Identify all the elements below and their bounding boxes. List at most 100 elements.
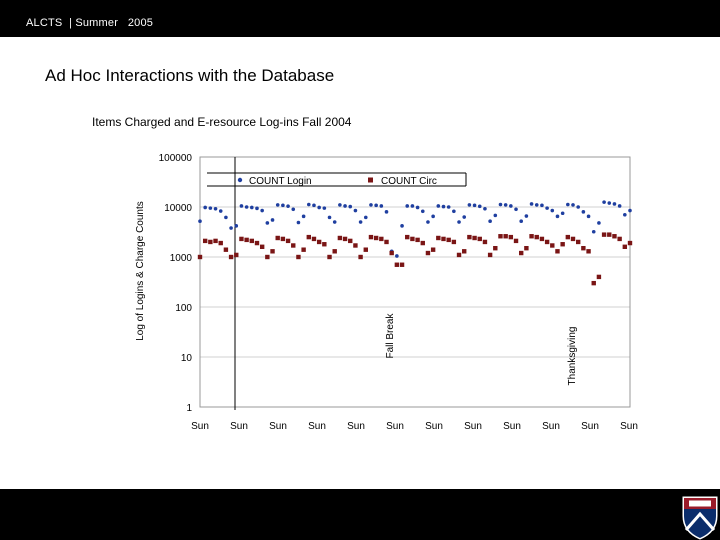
login-point: [503, 203, 508, 207]
login-point: [420, 209, 425, 214]
annotation-fall-break: Fall Break: [385, 312, 396, 358]
legend-circ-marker: [368, 177, 373, 183]
circ-point: [301, 247, 306, 252]
circ-point: [353, 243, 358, 248]
login-point: [322, 206, 327, 210]
login-point: [395, 254, 399, 258]
circ-point: [420, 240, 425, 246]
x-tick-label: Sun: [581, 421, 599, 432]
y-axis-label: Log of Logins & Charge Counts: [135, 201, 146, 341]
circ-point: [363, 247, 368, 252]
y-tick-label: 10000: [164, 203, 192, 214]
login-point: [452, 209, 456, 214]
circ-point: [249, 238, 255, 244]
login-point: [586, 214, 591, 219]
circ-point: [368, 234, 374, 240]
shield-chevron: [684, 511, 716, 531]
header-year: 2005: [127, 17, 154, 29]
data-marks: [197, 200, 633, 286]
circ-point: [627, 240, 633, 246]
circ-point: [456, 252, 462, 258]
login-point: [255, 206, 259, 211]
circ-point: [607, 232, 612, 237]
header-bar: ALCTS | Summer 2005: [0, 0, 720, 37]
circ-point: [508, 234, 514, 240]
login-point: [555, 214, 560, 219]
login-point: [198, 219, 202, 223]
login-point: [291, 207, 296, 212]
x-tick-label: Sun: [269, 421, 287, 432]
circ-point: [208, 239, 213, 245]
login-point: [260, 208, 264, 213]
login-point: [436, 204, 441, 208]
login-point: [483, 207, 487, 211]
login-point: [415, 205, 420, 210]
y-tick-label: 100000: [159, 153, 193, 164]
circ-point: [544, 239, 550, 245]
circ-point: [373, 235, 379, 241]
login-point: [550, 208, 555, 213]
circ-point: [244, 237, 249, 243]
circ-point: [254, 240, 260, 246]
circ-point: [534, 234, 539, 240]
login-point: [218, 209, 223, 213]
x-tick-label: Sun: [620, 421, 638, 432]
circ-point: [560, 242, 565, 247]
circ-point: [617, 236, 622, 242]
login-point: [250, 205, 254, 210]
circ-point: [539, 236, 545, 242]
circ-point: [425, 250, 431, 256]
circ-point: [389, 250, 394, 256]
login-point: [317, 205, 321, 210]
x-tick-label: Sun: [347, 421, 365, 432]
chart-title: Items Charged and E-resource Log-ins Fal…: [92, 115, 352, 129]
login-point: [203, 205, 207, 210]
login-point: [467, 203, 472, 207]
login-point: [446, 205, 451, 209]
login-point: [498, 202, 503, 207]
x-tick-label: Sun: [425, 421, 443, 432]
circ-point: [337, 235, 343, 241]
circ-point: [311, 236, 317, 242]
circ-point: [259, 244, 265, 249]
header-org: ALCTS: [26, 17, 63, 29]
circ-point: [462, 249, 467, 254]
login-point: [213, 207, 218, 211]
login-point: [358, 220, 363, 224]
circ-point: [482, 239, 488, 245]
circ-point: [234, 252, 239, 258]
login-point: [286, 204, 290, 208]
x-tick-label: Sun: [464, 421, 482, 432]
login-point: [301, 214, 306, 219]
circ-point: [596, 274, 602, 280]
circ-point: [601, 232, 607, 237]
login-point: [244, 205, 249, 209]
legend-circ-label: COUNT Circ: [381, 176, 437, 187]
legend: COUNT Login COUNT Circ: [207, 172, 467, 187]
login-point: [602, 200, 606, 204]
circ-point: [291, 243, 296, 248]
login-point: [540, 203, 544, 208]
login-point: [529, 202, 534, 206]
circ-point: [275, 235, 280, 241]
login-point: [560, 211, 565, 216]
login-point: [597, 221, 601, 225]
login-point: [519, 219, 524, 223]
circ-point: [586, 249, 591, 254]
login-point: [623, 212, 627, 217]
login-point: [545, 206, 549, 210]
login-point: [343, 204, 347, 208]
y-tick-label: 10: [181, 353, 193, 364]
login-point: [312, 203, 316, 208]
login-point: [234, 224, 239, 228]
legend-login-label: COUNT Login: [249, 176, 312, 187]
login-point: [534, 203, 539, 207]
login-point: [581, 210, 586, 214]
login-point: [239, 204, 244, 208]
login-point: [208, 206, 213, 210]
circ-point: [503, 234, 508, 239]
login-point: [591, 229, 596, 234]
circ-point: [327, 254, 332, 260]
circ-point: [451, 239, 457, 245]
circ-point: [394, 262, 400, 267]
